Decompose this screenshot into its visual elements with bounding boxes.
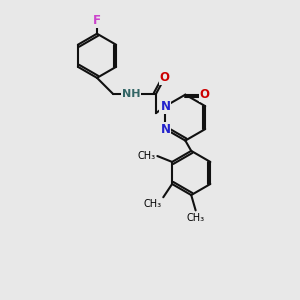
Text: CH₃: CH₃: [187, 213, 205, 223]
Text: N: N: [160, 100, 170, 112]
Text: O: O: [160, 71, 170, 84]
Text: N: N: [160, 123, 170, 136]
Text: CH₃: CH₃: [138, 151, 156, 161]
Text: F: F: [93, 14, 101, 27]
Text: CH₃: CH₃: [144, 199, 162, 209]
Text: NH: NH: [122, 89, 140, 99]
Text: O: O: [200, 88, 209, 101]
